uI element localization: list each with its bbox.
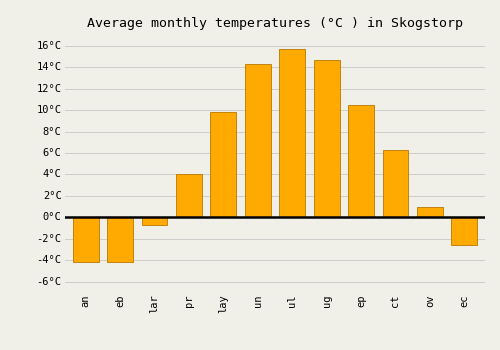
Bar (210, 112, 236, 217)
Bar (314, 60, 340, 217)
Text: -4°C: -4°C (36, 255, 62, 265)
Bar (452, 217, 477, 245)
Text: -2°C: -2°C (36, 234, 62, 244)
Text: 8°C: 8°C (43, 126, 62, 136)
Text: 0°C: 0°C (43, 212, 62, 222)
Text: 4°C: 4°C (43, 169, 62, 180)
Bar (348, 105, 374, 217)
Text: 6°C: 6°C (43, 148, 62, 158)
Text: 14°C: 14°C (36, 62, 62, 72)
Bar (72, 217, 99, 262)
Bar (107, 217, 133, 262)
Text: 12°C: 12°C (36, 84, 62, 93)
Bar (176, 174, 202, 217)
Bar (280, 49, 305, 217)
Text: 16°C: 16°C (36, 41, 62, 51)
Text: -6°C: -6°C (36, 276, 62, 287)
Text: 10°C: 10°C (36, 105, 62, 115)
Text: 2°C: 2°C (43, 191, 62, 201)
Bar (142, 217, 168, 225)
Bar (245, 64, 270, 217)
Bar (382, 150, 408, 217)
Bar (417, 206, 443, 217)
Title: Average monthly temperatures (°C ) in Skogstorp: Average monthly temperatures (°C ) in Sk… (87, 17, 463, 30)
